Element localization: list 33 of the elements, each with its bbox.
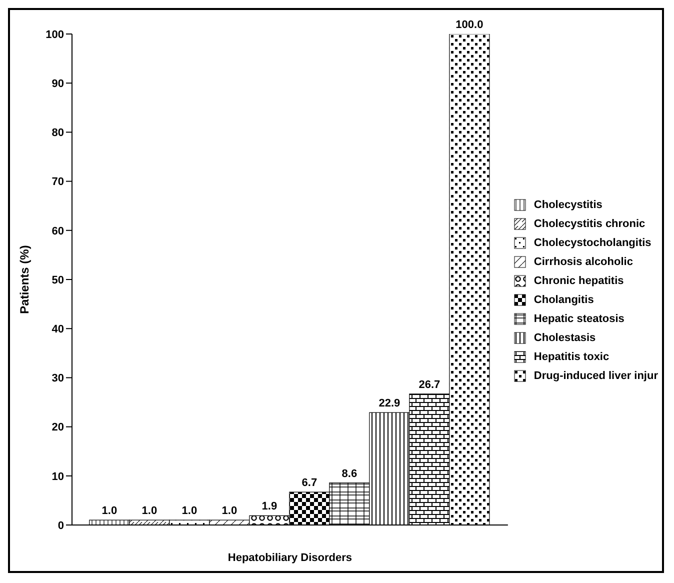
y-tick-label: 30 bbox=[52, 372, 64, 385]
legend-label: Cholangitis bbox=[534, 294, 594, 306]
y-tick-label: 20 bbox=[52, 422, 64, 434]
y-axis-title: Patients (%) bbox=[17, 245, 32, 314]
y-tick-label: 90 bbox=[52, 78, 64, 90]
y-tick-label: 50 bbox=[52, 274, 64, 286]
legend-label: Drug-induced liver injur bbox=[534, 370, 658, 382]
y-tick-label: 10 bbox=[52, 470, 64, 483]
data-label: 1.0 bbox=[102, 505, 118, 518]
data-label: 1.0 bbox=[222, 505, 238, 518]
y-tick-label: 40 bbox=[52, 324, 64, 336]
legend-label: Cirrhosis alcoholic bbox=[534, 256, 633, 268]
data-label: 1.9 bbox=[262, 500, 278, 513]
legend-label: Hepatic steatosis bbox=[534, 313, 624, 325]
data-label: 22.9 bbox=[378, 398, 400, 410]
data-label: 8.6 bbox=[342, 468, 358, 480]
y-tick-label: 60 bbox=[52, 225, 64, 238]
legend-label: Chronic hepatitis bbox=[534, 275, 624, 287]
data-label: 1.0 bbox=[142, 505, 158, 518]
data-label: 1.0 bbox=[182, 505, 198, 518]
legend-label: Cholecystitis bbox=[534, 199, 602, 211]
y-tick-label: 80 bbox=[52, 127, 64, 140]
x-axis-title: Hepatobiliary Disorders bbox=[228, 552, 352, 564]
legend-label: Cholecystocholangitis bbox=[534, 237, 652, 249]
legend-label: Cholecystitis chronic bbox=[534, 218, 646, 230]
data-label: 100.0 bbox=[456, 19, 484, 31]
data-label: 26.7 bbox=[418, 378, 440, 391]
data-label: 6.7 bbox=[302, 477, 318, 490]
legend-label: Hepatitis toxic bbox=[534, 351, 610, 363]
y-tick-label: 100 bbox=[46, 28, 64, 41]
legend-label: Cholestasis bbox=[534, 332, 596, 344]
y-tick-label: 70 bbox=[52, 176, 64, 188]
y-tick-label: 0 bbox=[58, 520, 64, 532]
